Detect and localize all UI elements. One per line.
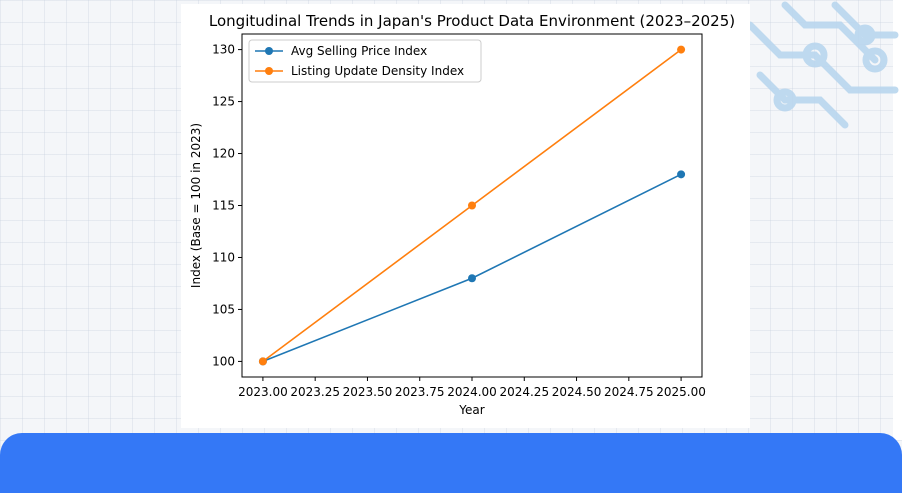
- right-edge-panel: [893, 0, 902, 440]
- legend-marker: [265, 47, 273, 55]
- x-tick-label: 2025.00: [656, 385, 706, 399]
- chart-card: Longitudinal Trends in Japan's Product D…: [181, 4, 750, 428]
- y-axis-label: Index (Base = 100 in 2023): [189, 123, 203, 288]
- line-chart: Longitudinal Trends in Japan's Product D…: [189, 12, 735, 417]
- x-tick-label: 2023.25: [290, 385, 340, 399]
- legend-label: Listing Update Density Index: [291, 64, 464, 78]
- y-tick-label: 130: [212, 43, 235, 57]
- y-tick-label: 100: [212, 354, 235, 368]
- x-axis-label: Year: [458, 403, 484, 417]
- y-tick-label: 105: [212, 302, 235, 316]
- footer-bar: [0, 433, 902, 493]
- x-tick-label: 2023.00: [238, 385, 288, 399]
- series-point-2: [468, 201, 476, 210]
- legend-box: [248, 39, 482, 83]
- y-tick-label: 120: [212, 147, 235, 161]
- circuit-decoration-icon: [746, 1, 899, 129]
- y-tick-label: 110: [212, 250, 235, 264]
- chart-title: Longitudinal Trends in Japan's Product D…: [209, 12, 735, 30]
- x-tick-label: 2023.75: [395, 385, 445, 399]
- x-tick-label: 2024.00: [447, 385, 497, 399]
- x-tick-label: 2024.75: [604, 385, 654, 399]
- series-point-1: [677, 170, 686, 179]
- series-point-2: [677, 45, 686, 54]
- y-tick-label: 125: [212, 95, 235, 109]
- series-point-2: [258, 357, 267, 366]
- x-tick-label: 2024.50: [552, 385, 602, 399]
- x-tick-label: 2024.25: [499, 385, 549, 399]
- legend-marker: [265, 67, 273, 75]
- series-point-1: [468, 274, 476, 283]
- legend-label: Avg Selling Price Index: [291, 44, 427, 58]
- y-tick-label: 115: [212, 199, 235, 213]
- x-tick-label: 2023.50: [343, 385, 393, 399]
